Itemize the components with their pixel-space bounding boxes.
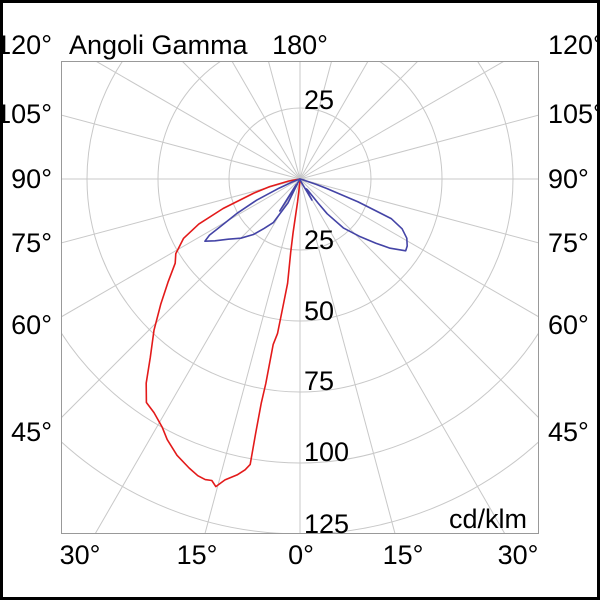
right-angle-label-45: 45° <box>548 417 589 447</box>
radial-tick-label-1: 25 <box>304 225 335 255</box>
radial-tick-label-3: 75 <box>304 366 335 396</box>
left-angle-label-120: 120° <box>0 30 52 60</box>
left-angle-label-105: 105° <box>0 99 52 129</box>
left-angle-label-45: 45° <box>11 417 52 447</box>
right-angle-label-120: 120° <box>548 30 600 60</box>
left-angle-label-75: 75° <box>11 228 52 258</box>
bottom-angle-label-3: 15° <box>382 540 424 570</box>
transverse-curve <box>204 178 409 252</box>
plot-frame <box>61 61 539 534</box>
radial-tick-label-2: 50 <box>304 296 335 326</box>
bottom-angle-label-4: 30° <box>497 540 539 570</box>
left-angle-label-60: 60° <box>11 310 52 340</box>
top-angle-label: 180° <box>272 30 328 60</box>
polar-grid <box>61 61 539 534</box>
bottom-angle-label-0: 30° <box>59 540 101 570</box>
right-angle-label-90: 90° <box>548 164 589 194</box>
main-beam-curve <box>145 178 301 488</box>
chart-title: Angoli Gamma <box>69 30 248 60</box>
left-angle-label-90: 90° <box>11 164 52 194</box>
polar-chart-svg <box>61 61 539 534</box>
bottom-angle-label-2: 0° <box>288 540 314 570</box>
radial-tick-label-5: 125 <box>304 509 350 539</box>
right-angle-label-60: 60° <box>548 310 589 340</box>
right-angle-label-105: 105° <box>548 99 600 129</box>
right-angle-label-75: 75° <box>548 228 589 258</box>
radial-tick-label-0: 25 <box>304 85 335 115</box>
radial-tick-label-4: 100 <box>304 437 350 467</box>
units-label: cd/klm <box>448 504 527 534</box>
intensity-curves <box>145 178 409 488</box>
bottom-angle-label-1: 15° <box>176 540 218 570</box>
